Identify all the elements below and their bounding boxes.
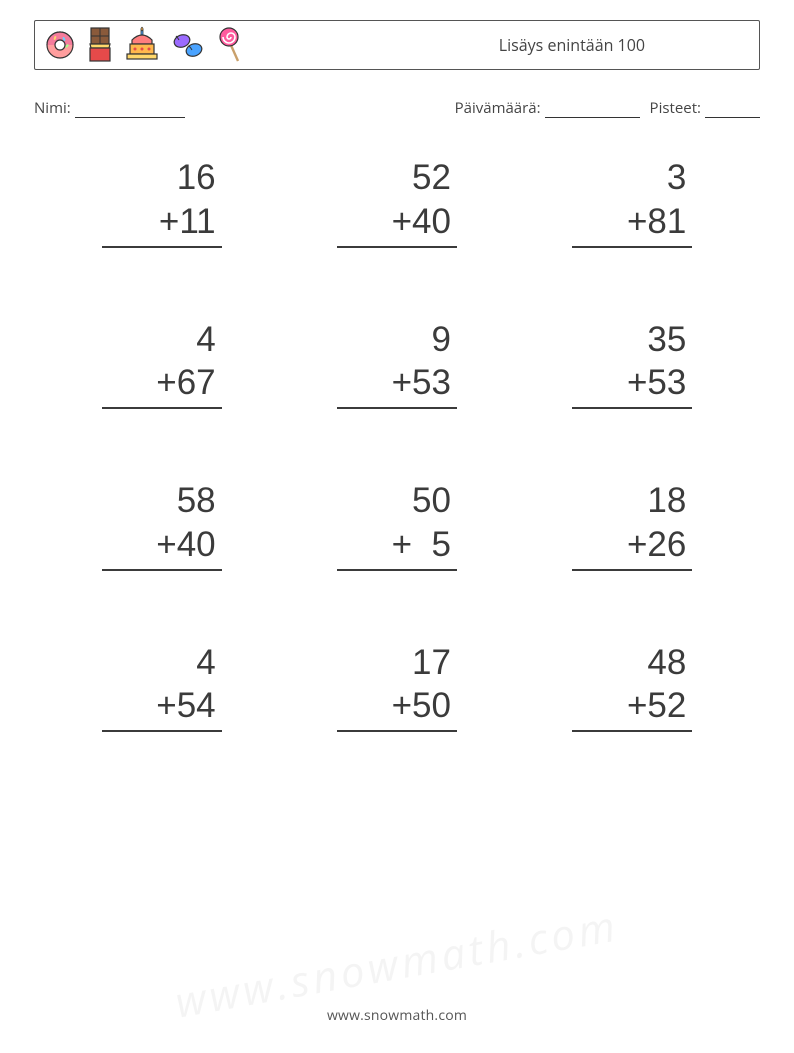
operand-top: 17 xyxy=(337,641,457,685)
operand-bottom: +40 xyxy=(337,200,457,248)
addition-problem: 35+53 xyxy=(572,318,692,410)
candies-icon xyxy=(169,28,207,62)
operand-bottom: + 5 xyxy=(337,523,457,571)
operand-top: 35 xyxy=(572,318,692,362)
operand-top: 48 xyxy=(572,641,692,685)
operand-top: 9 xyxy=(337,318,457,362)
addition-problem: 4+54 xyxy=(102,641,222,733)
operand-bottom: +67 xyxy=(102,361,222,409)
donut-icon xyxy=(43,28,77,62)
operand-top: 4 xyxy=(102,641,222,685)
operand-bottom: +81 xyxy=(572,200,692,248)
addition-problem: 58+40 xyxy=(102,479,222,571)
score-field: Pisteet: xyxy=(650,98,760,118)
addition-problem: 50+ 5 xyxy=(337,479,457,571)
name-label: Nimi: xyxy=(34,98,71,118)
addition-problem: 4+67 xyxy=(102,318,222,410)
score-label: Pisteet: xyxy=(650,98,701,118)
addition-problem: 16+11 xyxy=(102,156,222,248)
footer-url: www.snowmath.com xyxy=(0,1006,794,1025)
date-label: Päivämäärä: xyxy=(455,98,541,118)
date-blank[interactable] xyxy=(545,104,640,118)
operand-bottom: +11 xyxy=(102,200,222,248)
addition-problem: 52+40 xyxy=(337,156,457,248)
addition-problem: 17+50 xyxy=(337,641,457,733)
chocolate-icon xyxy=(85,26,115,64)
operand-bottom: +54 xyxy=(102,684,222,732)
header-icons xyxy=(43,25,245,65)
operand-top: 50 xyxy=(337,479,457,523)
addition-problem: 3+81 xyxy=(572,156,692,248)
operand-bottom: +53 xyxy=(337,361,457,409)
operand-bottom: +40 xyxy=(102,523,222,571)
info-row: Nimi: Päivämäärä: Pisteet: xyxy=(34,98,760,118)
operand-bottom: +52 xyxy=(572,684,692,732)
addition-problem: 9+53 xyxy=(337,318,457,410)
operand-top: 18 xyxy=(572,479,692,523)
addition-problem: 18+26 xyxy=(572,479,692,571)
name-field: Nimi: xyxy=(34,98,185,118)
operand-top: 52 xyxy=(337,156,457,200)
operand-bottom: +26 xyxy=(572,523,692,571)
worksheet-title: Lisäys enintään 100 xyxy=(499,34,745,56)
operand-bottom: +53 xyxy=(572,361,692,409)
operand-top: 3 xyxy=(572,156,692,200)
operand-top: 16 xyxy=(102,156,222,200)
date-field: Päivämäärä: xyxy=(455,98,640,118)
worksheet-header: Lisäys enintään 100 xyxy=(34,20,760,70)
operand-bottom: +50 xyxy=(337,684,457,732)
score-blank[interactable] xyxy=(705,104,760,118)
addition-problem: 48+52 xyxy=(572,641,692,733)
lollipop-icon xyxy=(215,25,245,65)
problems-grid: 16+1152+403+814+679+5335+5358+4050+ 518+… xyxy=(34,156,760,732)
operand-top: 4 xyxy=(102,318,222,362)
operand-top: 58 xyxy=(102,479,222,523)
cake-icon xyxy=(123,26,161,64)
name-blank[interactable] xyxy=(75,104,185,118)
